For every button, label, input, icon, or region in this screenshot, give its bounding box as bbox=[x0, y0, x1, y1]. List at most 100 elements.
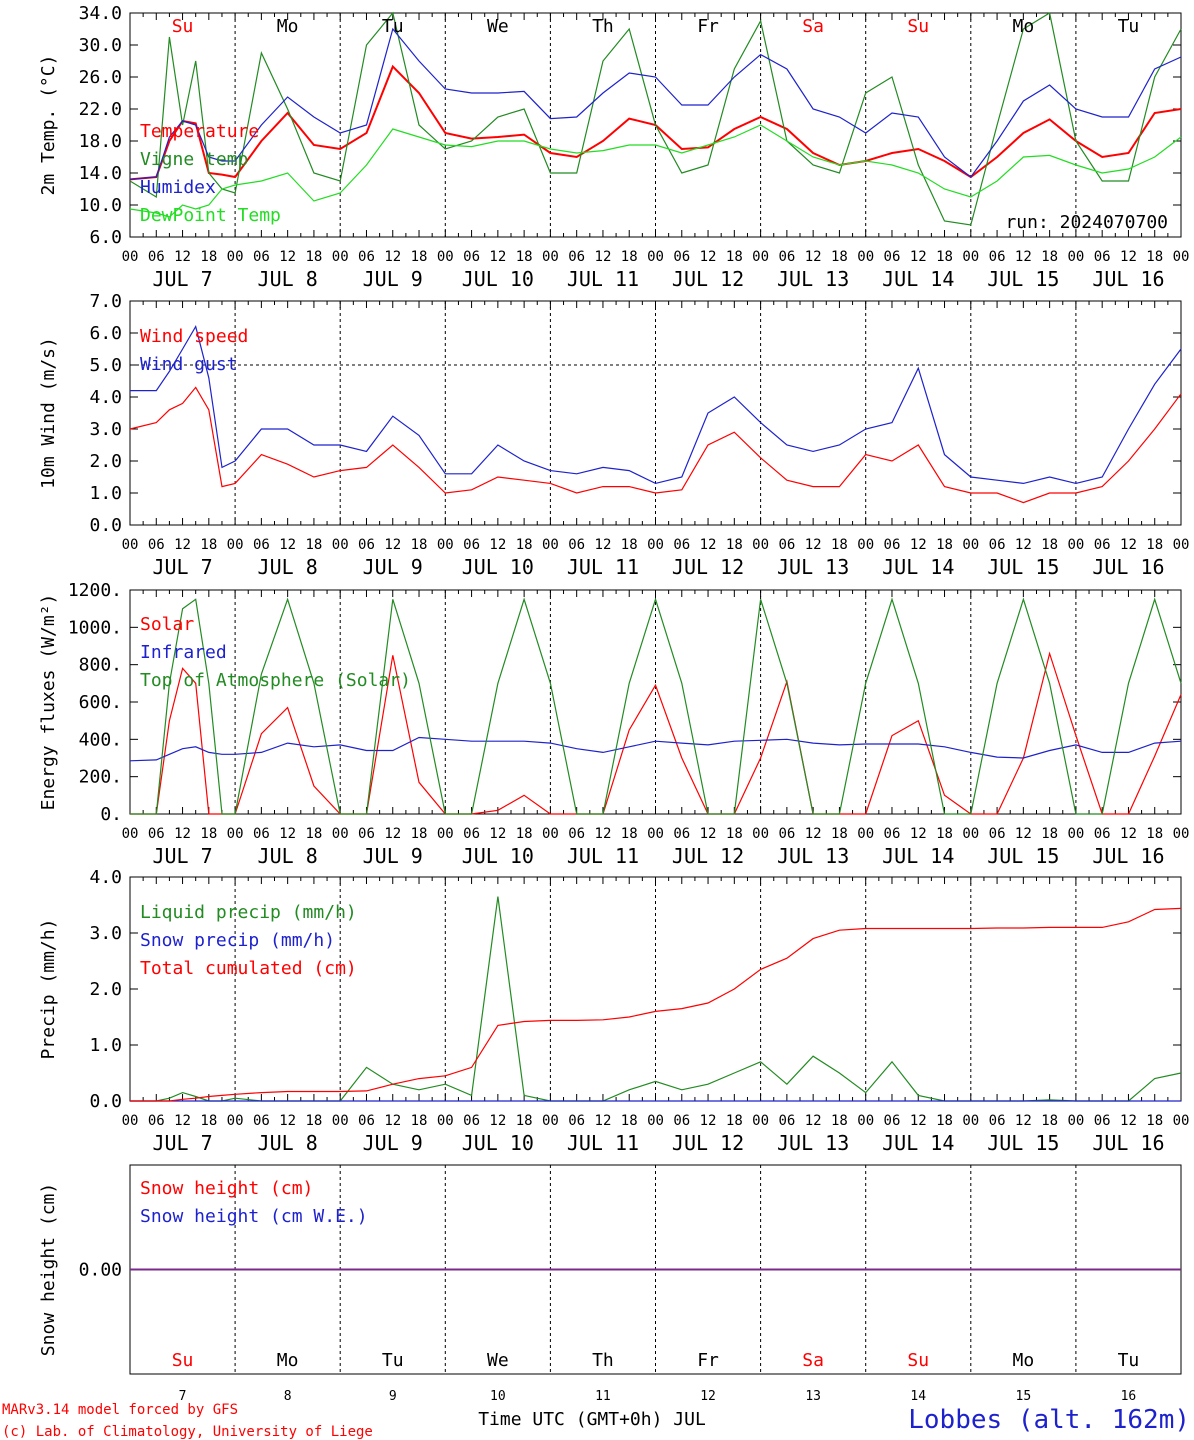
x-hour-label: 12 bbox=[595, 1113, 612, 1129]
legend-entry: Wind speed bbox=[140, 326, 248, 347]
x-date-label: JUL 14 bbox=[882, 267, 954, 291]
day-label: Su bbox=[172, 16, 194, 37]
x-hour-label: 18 bbox=[831, 249, 848, 265]
legend-entry: Wind gust bbox=[140, 354, 238, 375]
legend-entry: DewPoint Temp bbox=[140, 205, 281, 226]
x-hour-label: 18 bbox=[726, 537, 743, 553]
x-hour-label: 00 bbox=[752, 1113, 769, 1129]
x-hour-label: 00 bbox=[437, 1113, 454, 1129]
x-hour-label: 18 bbox=[726, 826, 743, 842]
run-annotation: run: 2024070700 bbox=[1005, 212, 1168, 233]
x-hour-label: 06 bbox=[568, 1113, 585, 1129]
x-hour-label: 18 bbox=[200, 249, 217, 265]
x-hour-label: 12 bbox=[700, 537, 717, 553]
panel-2: 0.0 1.0 2.0 3.0 4.0 5.0 6.0 7.0 10m Wind (m/s) Wi… bbox=[38, 291, 1189, 579]
day-label: Th bbox=[592, 16, 614, 37]
y-tick-label: 3.0 bbox=[89, 923, 122, 944]
y-tick-label: 7.0 bbox=[89, 291, 122, 312]
x-date-label: JUL 13 bbox=[777, 1131, 849, 1155]
x-hour-label: 12 bbox=[1015, 1113, 1032, 1129]
x-hour-label: 00 bbox=[647, 249, 664, 265]
x-hour-label: 12 bbox=[910, 249, 927, 265]
x-hour-label: 00 bbox=[962, 249, 979, 265]
panel-3: 0. 200. 400. 600. 800. 1000. 1200. Energy fluxe… bbox=[38, 580, 1189, 868]
x-date-label: JUL 13 bbox=[777, 555, 849, 579]
x-hour-label: 06 bbox=[253, 826, 270, 842]
x-hour-label: 06 bbox=[673, 249, 690, 265]
x-hour-label: 06 bbox=[463, 249, 480, 265]
x-hour-label: 12 bbox=[174, 249, 191, 265]
x-hour-label: 06 bbox=[253, 1113, 270, 1129]
day-label: Su bbox=[907, 16, 929, 37]
x-hour-label: 00 bbox=[437, 826, 454, 842]
x-hour-label: 00 bbox=[332, 537, 349, 553]
x-hour-label: 18 bbox=[936, 1113, 953, 1129]
x-hour-label: 00 bbox=[227, 826, 244, 842]
y-tick-label: 34.0 bbox=[79, 3, 122, 24]
x-hour-label: 18 bbox=[936, 537, 953, 553]
day-number: 15 bbox=[1016, 1389, 1032, 1404]
legend-entry: Liquid precip (mm/h) bbox=[140, 902, 357, 923]
day-number: 13 bbox=[805, 1389, 821, 1404]
y-tick-label: 5.0 bbox=[89, 355, 122, 376]
x-hour-label: 18 bbox=[411, 537, 428, 553]
x-hour-label: 00 bbox=[962, 537, 979, 553]
x-hour-label: 18 bbox=[305, 249, 322, 265]
y-tick-label: 30.0 bbox=[79, 35, 122, 56]
x-date-label: JUL 11 bbox=[567, 555, 639, 579]
x-hour-label: 06 bbox=[778, 1113, 795, 1129]
x-hour-label: 00 bbox=[752, 537, 769, 553]
x-date-label: JUL 7 bbox=[152, 267, 212, 291]
x-date-label: JUL 10 bbox=[462, 555, 534, 579]
y-tick-label: 14.0 bbox=[79, 163, 122, 184]
x-hour-label: 18 bbox=[1146, 826, 1163, 842]
day-number: 12 bbox=[700, 1389, 716, 1404]
day-label: Mo bbox=[1013, 16, 1035, 37]
x-hour-label: 00 bbox=[1067, 249, 1084, 265]
x-date-label: JUL 8 bbox=[258, 1131, 318, 1155]
x-hour-label: 18 bbox=[516, 537, 533, 553]
x-hour-label: 12 bbox=[174, 826, 191, 842]
y-tick-label: 10.0 bbox=[79, 195, 122, 216]
x-hour-label: 06 bbox=[778, 249, 795, 265]
y-axis-label: Energy fluxes (W/m²) bbox=[38, 594, 59, 811]
x-hour-label: 18 bbox=[516, 249, 533, 265]
y-tick-label: 0.00 bbox=[79, 1260, 122, 1281]
legend-entry: Snow precip (mm/h) bbox=[140, 930, 335, 951]
day-number: 11 bbox=[595, 1389, 611, 1404]
day-label: We bbox=[487, 1350, 509, 1371]
x-hour-label: 06 bbox=[148, 826, 165, 842]
y-tick-label: 400. bbox=[79, 729, 122, 750]
legend-entry: Solar bbox=[140, 614, 194, 635]
y-tick-label: 2.0 bbox=[89, 451, 122, 472]
x-hour-label: 06 bbox=[778, 537, 795, 553]
x-date-label: JUL 13 bbox=[777, 267, 849, 291]
x-hour-label: 06 bbox=[568, 537, 585, 553]
legend-entry: Snow height (cm) bbox=[140, 1178, 313, 1199]
x-hour-label: 12 bbox=[489, 1113, 506, 1129]
x-hour-label: 12 bbox=[279, 1113, 296, 1129]
legend-entry: Infrared bbox=[140, 642, 227, 663]
x-hour-label: 12 bbox=[384, 249, 401, 265]
x-hour-label: 12 bbox=[279, 826, 296, 842]
x-hour-label: 12 bbox=[1015, 537, 1032, 553]
day-number: 14 bbox=[910, 1389, 926, 1404]
day-label: We bbox=[487, 16, 509, 37]
x-hour-label: 00 bbox=[542, 537, 559, 553]
x-hour-label: 18 bbox=[305, 1113, 322, 1129]
y-tick-label: 6.0 bbox=[89, 323, 122, 344]
x-hour-label: 12 bbox=[805, 1113, 822, 1129]
x-hour-label: 18 bbox=[411, 1113, 428, 1129]
x-hour-label: 00 bbox=[857, 1113, 874, 1129]
series-line bbox=[129, 11, 1182, 226]
x-hour-label: 18 bbox=[621, 537, 638, 553]
x-date-label: JUL 13 bbox=[777, 844, 849, 868]
x-hour-label: 18 bbox=[1041, 249, 1058, 265]
x-hour-label: 18 bbox=[305, 537, 322, 553]
x-hour-label: 00 bbox=[122, 537, 139, 553]
x-hour-label: 06 bbox=[358, 1113, 375, 1129]
x-hour-label: 18 bbox=[831, 537, 848, 553]
day-label: Tu bbox=[1118, 16, 1140, 37]
x-hour-label: 06 bbox=[463, 826, 480, 842]
x-axis-title: Time UTC (GMT+0h) JUL bbox=[478, 1409, 706, 1430]
